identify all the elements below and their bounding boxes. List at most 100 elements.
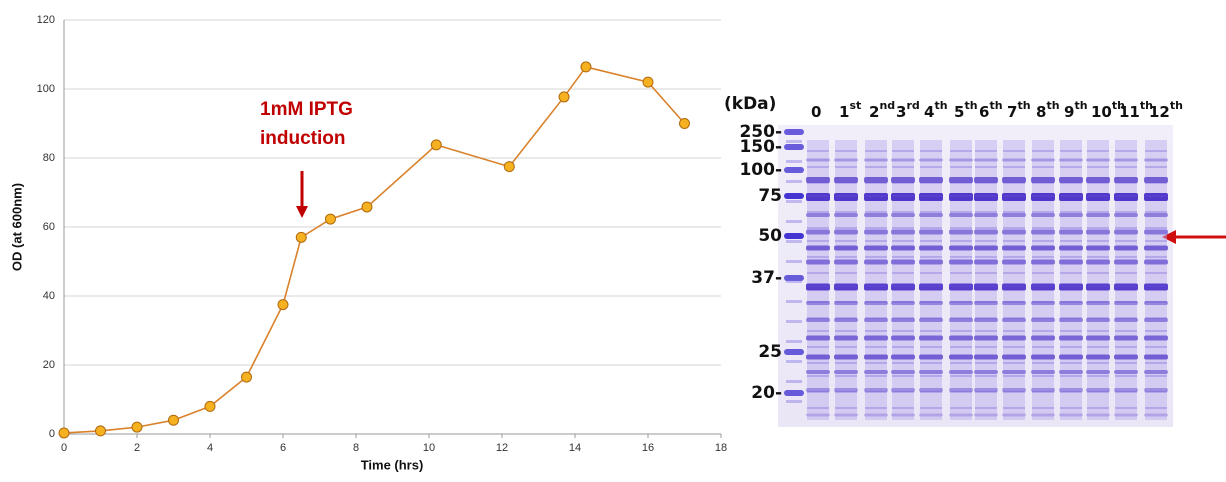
faint-band — [1060, 330, 1082, 332]
protein-band — [1114, 354, 1138, 360]
protein-band — [806, 229, 830, 235]
protein-band — [834, 259, 858, 265]
faint-band — [920, 240, 942, 242]
protein-band — [891, 370, 915, 374]
faint-band — [1145, 391, 1167, 393]
marker-band — [784, 193, 804, 199]
protein-band — [974, 388, 998, 392]
marker-label: 20- — [751, 383, 782, 403]
protein-band — [1086, 245, 1110, 251]
protein-band — [919, 245, 943, 251]
faint-band — [835, 211, 857, 213]
protein-band — [1002, 283, 1026, 291]
x-tick-label: 10 — [423, 442, 435, 454]
faint-band — [865, 391, 887, 393]
marker-band — [784, 390, 804, 396]
protein-band — [974, 370, 998, 374]
faint-band — [1145, 166, 1167, 168]
faint-band — [1145, 375, 1167, 377]
faint-band — [865, 240, 887, 242]
faint-band — [807, 227, 829, 229]
faint-band — [892, 227, 914, 229]
protein-band — [1144, 245, 1168, 251]
marker-smear — [786, 300, 802, 303]
faint-band — [1087, 285, 1109, 287]
faint-band — [1060, 195, 1082, 197]
protein-band — [834, 245, 858, 251]
faint-band — [1115, 407, 1137, 409]
y-tick-label: 100 — [37, 83, 55, 95]
protein-band — [1059, 301, 1083, 305]
faint-band — [1032, 301, 1054, 303]
protein-band — [1031, 335, 1055, 341]
protein-band — [974, 213, 998, 217]
protein-band — [919, 318, 943, 322]
protein-band — [806, 283, 830, 291]
faint-band — [1087, 211, 1109, 213]
protein-band — [919, 229, 943, 235]
faint-band — [865, 166, 887, 168]
faint-band — [1003, 166, 1025, 168]
faint-band — [920, 227, 942, 229]
protein-band — [1086, 213, 1110, 217]
lane-smear — [1032, 140, 1054, 420]
protein-band — [949, 283, 973, 291]
protein-band — [864, 177, 888, 183]
lane-number: 1 — [839, 103, 849, 121]
faint-band — [807, 330, 829, 332]
protein-band — [919, 354, 943, 360]
faint-band — [950, 150, 972, 152]
faint-band — [1060, 256, 1082, 258]
faint-band — [1115, 166, 1137, 168]
marker-smear — [786, 280, 802, 283]
x-tick-label: 18 — [715, 442, 727, 454]
faint-band — [1115, 256, 1137, 258]
lane-suffix: th — [1140, 99, 1153, 112]
protein-band — [1031, 283, 1055, 291]
protein-band — [1031, 354, 1055, 360]
faint-band — [865, 195, 887, 197]
data-point — [642, 76, 654, 88]
protein-band — [806, 354, 830, 360]
lane-smear — [1145, 140, 1167, 420]
lane-number: 0 — [811, 103, 821, 121]
faint-band — [950, 256, 972, 258]
lane-label: 1st — [839, 99, 861, 121]
faint-band — [950, 346, 972, 348]
protein-band — [1059, 259, 1083, 265]
faint-band — [920, 166, 942, 168]
protein-band — [864, 413, 888, 417]
protein-band — [1002, 413, 1026, 417]
lane-number: 4 — [924, 103, 934, 121]
protein-band — [1144, 213, 1168, 217]
x-tick-label: 2 — [134, 442, 140, 454]
data-point — [95, 425, 106, 437]
faint-band — [1003, 407, 1025, 409]
protein-band — [1059, 229, 1083, 235]
marker-smear — [786, 260, 802, 263]
faint-band — [1003, 240, 1025, 242]
lane-smear — [975, 140, 997, 420]
protein-band — [1114, 177, 1138, 183]
faint-band — [835, 272, 857, 274]
faint-band — [950, 272, 972, 274]
faint-band — [1060, 317, 1082, 319]
faint-band — [1003, 182, 1025, 184]
faint-band — [1060, 407, 1082, 409]
faint-band — [1032, 150, 1054, 152]
protein-band — [949, 318, 973, 322]
faint-band — [1032, 211, 1054, 213]
faint-band — [1145, 362, 1167, 364]
lane-label: 12th — [1149, 99, 1183, 121]
protein-band — [891, 388, 915, 392]
faint-band — [1087, 256, 1109, 258]
x-tick-label: 14 — [569, 442, 581, 454]
marker-label: 37- — [751, 268, 782, 288]
faint-band — [1032, 272, 1054, 274]
protein-band — [949, 245, 973, 251]
x-tick-label: 6 — [280, 442, 286, 454]
grid — [64, 19, 721, 435]
faint-band — [1003, 211, 1025, 213]
protein-band — [1144, 259, 1168, 265]
